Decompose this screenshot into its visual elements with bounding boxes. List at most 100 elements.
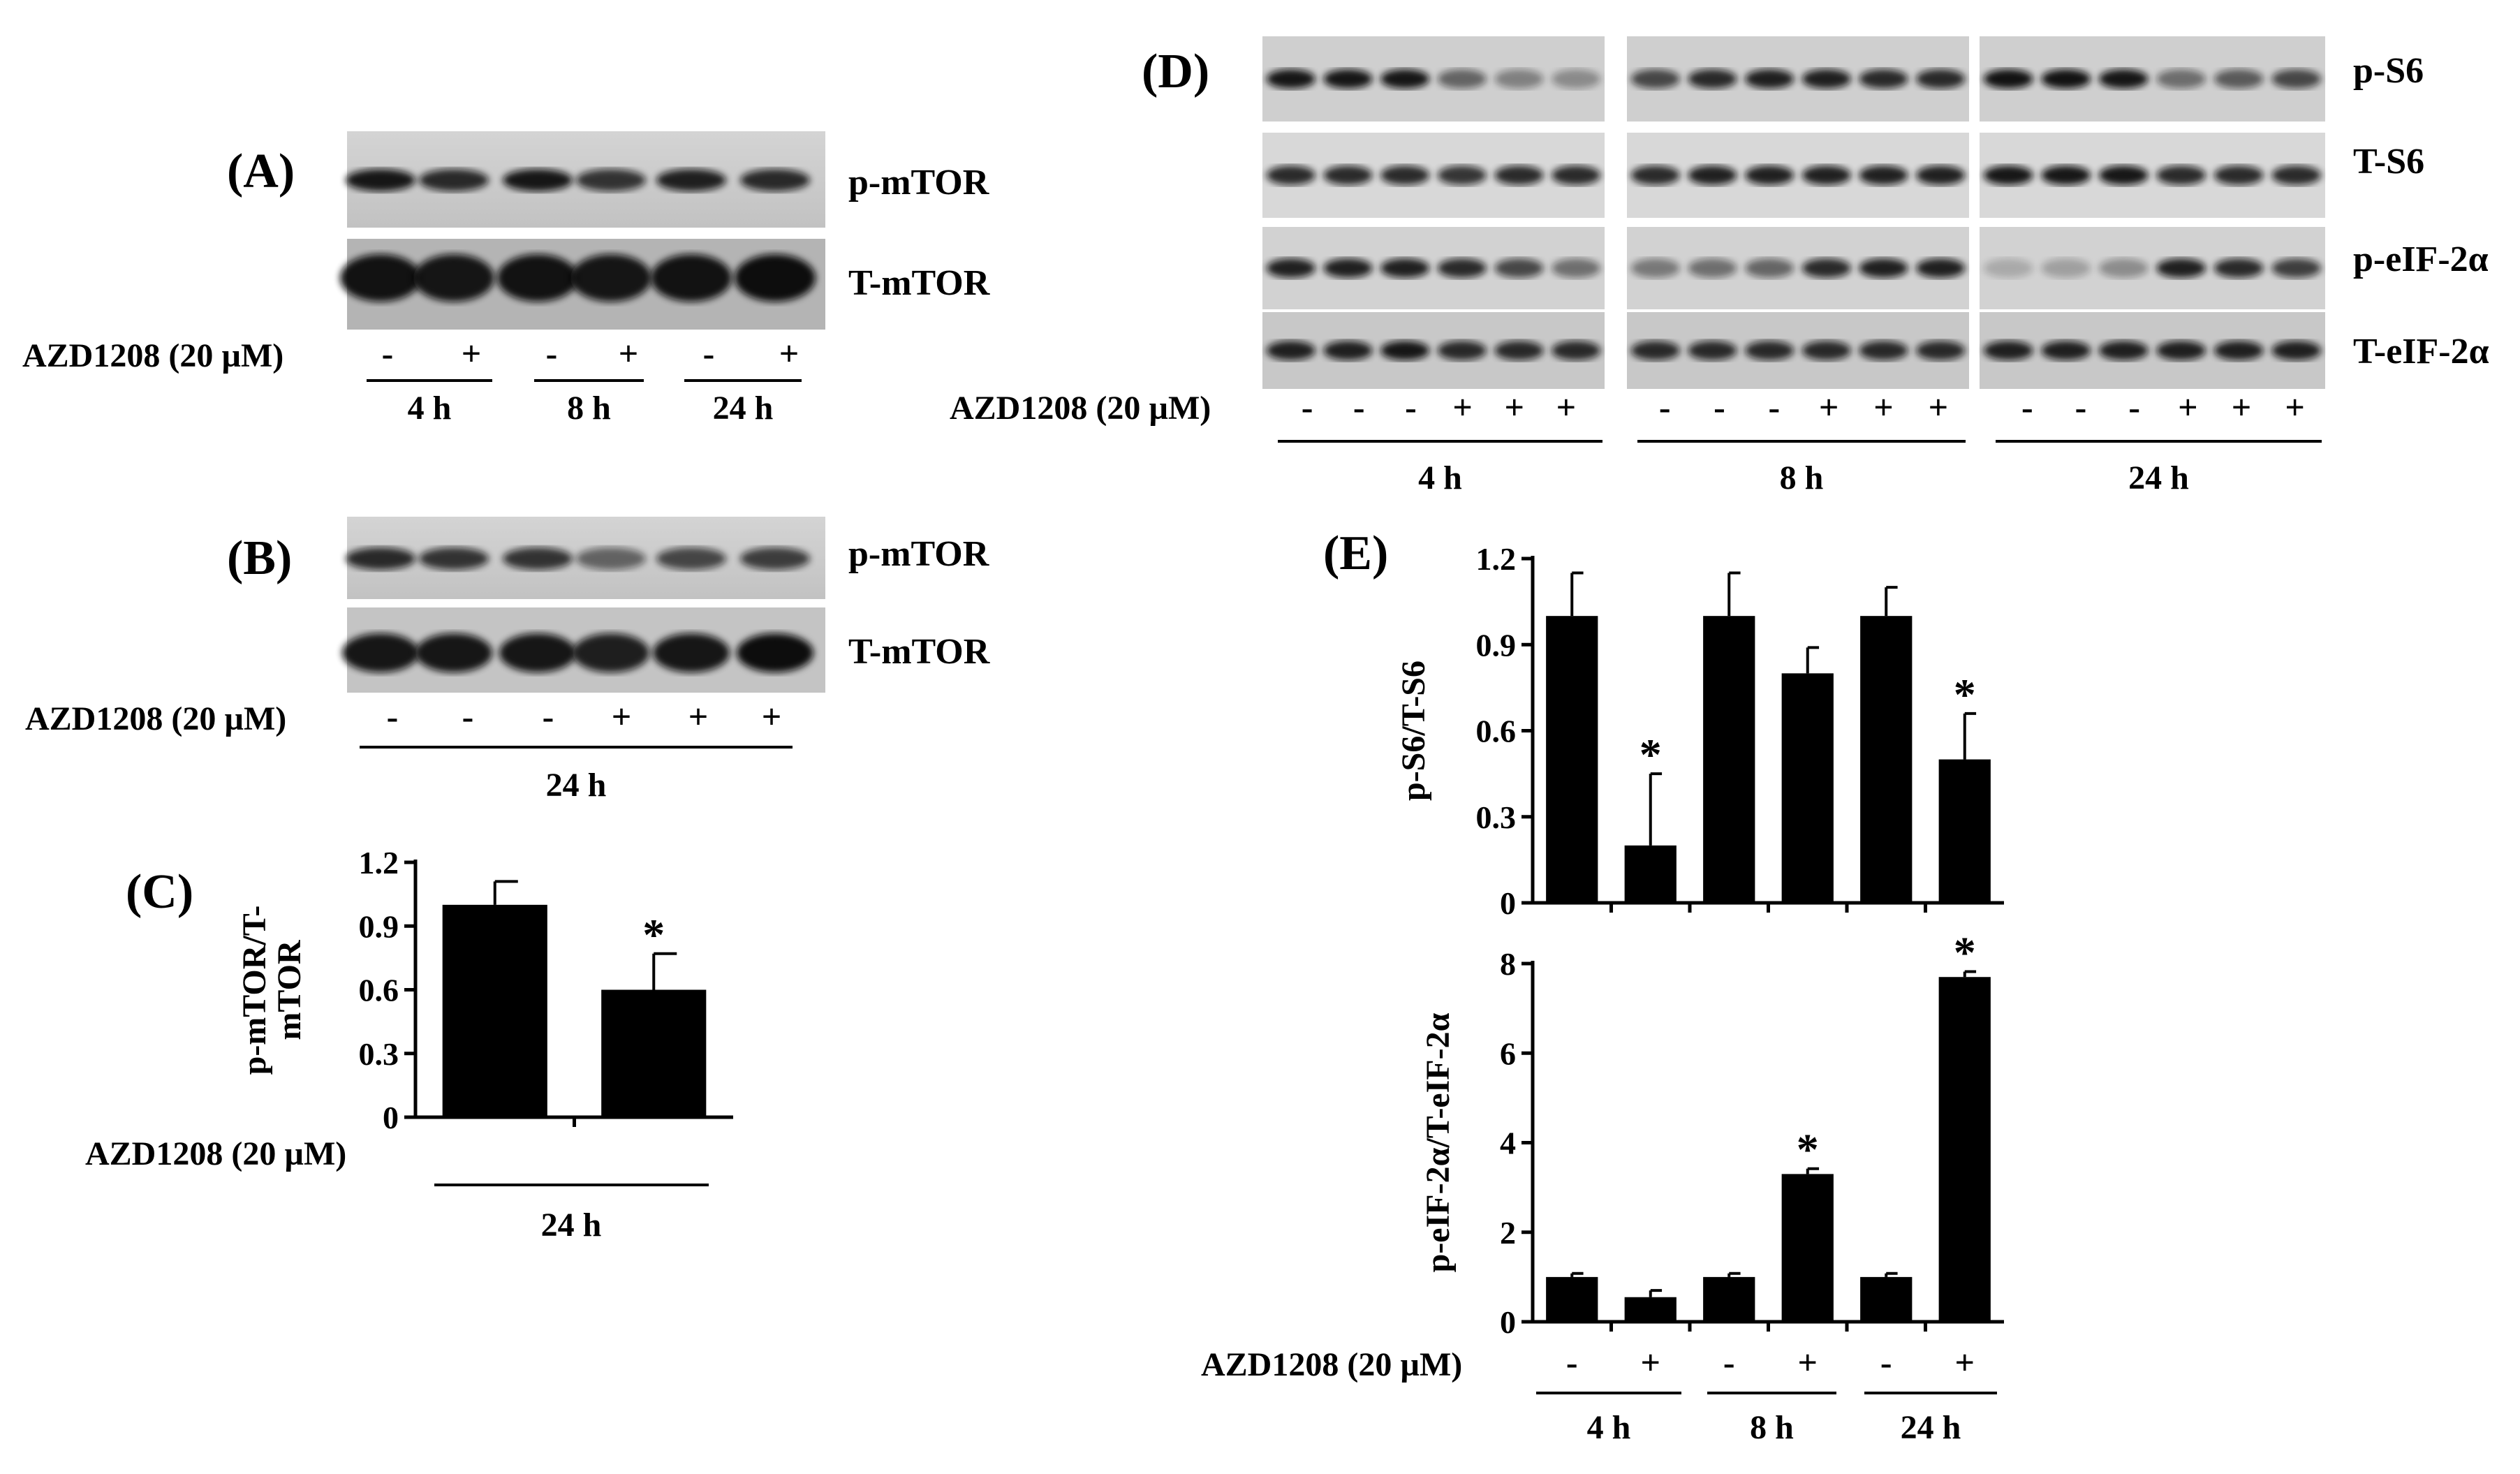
panel-b-time: 24 h <box>546 767 607 804</box>
bar <box>1860 616 1913 903</box>
blot-band <box>1380 341 1430 360</box>
bar <box>1938 977 1991 1322</box>
panel-b-row-label: p-mTOR <box>848 534 990 574</box>
blot-band <box>2271 165 2322 185</box>
bar <box>1938 759 1991 903</box>
panel-a-time-groups: 4 h 8 h 24 h <box>367 379 802 427</box>
blot-band <box>1630 341 1680 360</box>
treatment-sign: + <box>1929 388 1949 427</box>
blot-band <box>735 254 816 302</box>
panel-e-label: (E) <box>1323 526 1388 580</box>
blot-band <box>1801 165 1851 185</box>
blot-band <box>1745 341 1795 360</box>
blot-band <box>1437 69 1487 89</box>
bar <box>1624 845 1677 903</box>
blot-band <box>740 169 810 191</box>
blot-band <box>2213 341 2264 360</box>
y-tick-label: 4 <box>1500 1126 1516 1161</box>
y-tick-label: 0.6 <box>1476 714 1517 749</box>
treatment-sign: + <box>2285 388 2305 427</box>
blot-band <box>2041 341 2091 360</box>
blot-band <box>346 547 415 570</box>
blot-band <box>1983 258 2033 278</box>
panel-a-blot-t-mtor <box>340 239 825 330</box>
panel-b-label: (B) <box>227 531 292 585</box>
blot-band <box>1323 165 1373 185</box>
panel-b-blot-p-mtor <box>346 517 825 599</box>
y-tick-label: 0.9 <box>359 908 399 944</box>
significance-star: * <box>1640 730 1662 779</box>
y-tick-label: 0 <box>1500 1304 1516 1340</box>
blot-band <box>576 547 646 570</box>
blot-band <box>2213 258 2264 278</box>
time-label: 4 h <box>1418 459 1462 496</box>
panel-d-row-label: p-eIF-2α <box>2353 239 2489 279</box>
blot-band <box>1859 341 1908 360</box>
treatment-sign: - <box>546 334 558 373</box>
treatment-sign: - <box>1566 1343 1578 1382</box>
blot-band <box>1552 258 1601 278</box>
y-tick-label: 0.3 <box>1476 799 1517 835</box>
significance-star: * <box>642 910 665 959</box>
panel-d-treatment-label: AZD1208 (20 µM) <box>950 390 1211 427</box>
treatment-sign: + <box>688 697 709 736</box>
time-label: 24 h <box>1901 1409 1961 1446</box>
panel-e: (E) 0 0.3 0.6 0.9 1.2 * * p-S6/T-S6 0 2 4 6 8 * * p-eI… <box>1201 526 2004 1446</box>
blot-band <box>656 169 726 191</box>
panel-e-time-groups: 4 h 8 h 24 h <box>1536 1392 1997 1446</box>
blot-band <box>2041 258 2091 278</box>
blot-band <box>2098 341 2149 360</box>
blot-band <box>1745 258 1795 278</box>
blot-band <box>2156 258 2206 278</box>
blot-band <box>1916 165 1966 185</box>
treatment-sign: + <box>779 334 800 373</box>
y-tick-label: 2 <box>1500 1215 1516 1251</box>
blot-band <box>419 547 489 570</box>
treatment-sign: + <box>1873 388 1894 427</box>
blot-band <box>740 547 810 570</box>
blot-band <box>2098 69 2149 89</box>
y-tick-label: 0 <box>383 1100 399 1135</box>
blot-band <box>1688 341 1737 360</box>
panel-d: (D) p-S6 T-S6 p-eIF-2α T-eIF-2α AZD1208 … <box>950 36 2489 496</box>
blot-bands <box>340 254 816 302</box>
blot-band <box>1801 258 1851 278</box>
blot-band <box>1266 69 1316 89</box>
blot-band <box>2156 69 2206 89</box>
y-tick-label: 0.9 <box>1476 627 1517 663</box>
y-tick-label: 8 <box>1500 946 1516 982</box>
blot-band <box>419 169 489 191</box>
treatment-sign: - <box>703 334 715 373</box>
blot-band <box>1983 69 2033 89</box>
y-tick-label: 0.6 <box>359 973 399 1008</box>
blot-panel <box>1262 133 1605 218</box>
panel-d-row-label: T-eIF-2α <box>2353 332 2489 371</box>
panel-d-signs: - - - + + + - - - + + + - - - + + + <box>1302 388 2305 427</box>
blot-band <box>2098 165 2149 185</box>
blot-panel <box>1262 312 1605 389</box>
blot-band <box>1745 165 1795 185</box>
blot-band <box>1552 165 1601 185</box>
panel-d-row-label: p-S6 <box>2353 51 2424 91</box>
blot-band <box>1323 69 1373 89</box>
y-axis-label: p-S6/T-S6 <box>1395 661 1432 801</box>
y-tick-label: 0.3 <box>359 1036 399 1072</box>
panel-d-row-label: T-S6 <box>2353 142 2424 182</box>
blot-band <box>1916 258 1966 278</box>
treatment-sign: - <box>462 697 474 736</box>
significance-star: * <box>1954 928 1976 978</box>
treatment-sign: - <box>2021 388 2033 427</box>
treatment-sign: + <box>1452 388 1473 427</box>
blot-band <box>1688 69 1737 89</box>
blot-band <box>340 254 421 302</box>
blot-band <box>2213 69 2264 89</box>
blot-band <box>1380 258 1430 278</box>
bar <box>1703 1276 1755 1322</box>
blot-bands <box>342 633 813 672</box>
blot-band <box>1323 341 1373 360</box>
treatment-sign: - <box>1302 388 1313 427</box>
significance-star: * <box>1954 670 1976 719</box>
time-label: 24 h <box>2128 459 2189 496</box>
blot-band <box>503 547 573 570</box>
